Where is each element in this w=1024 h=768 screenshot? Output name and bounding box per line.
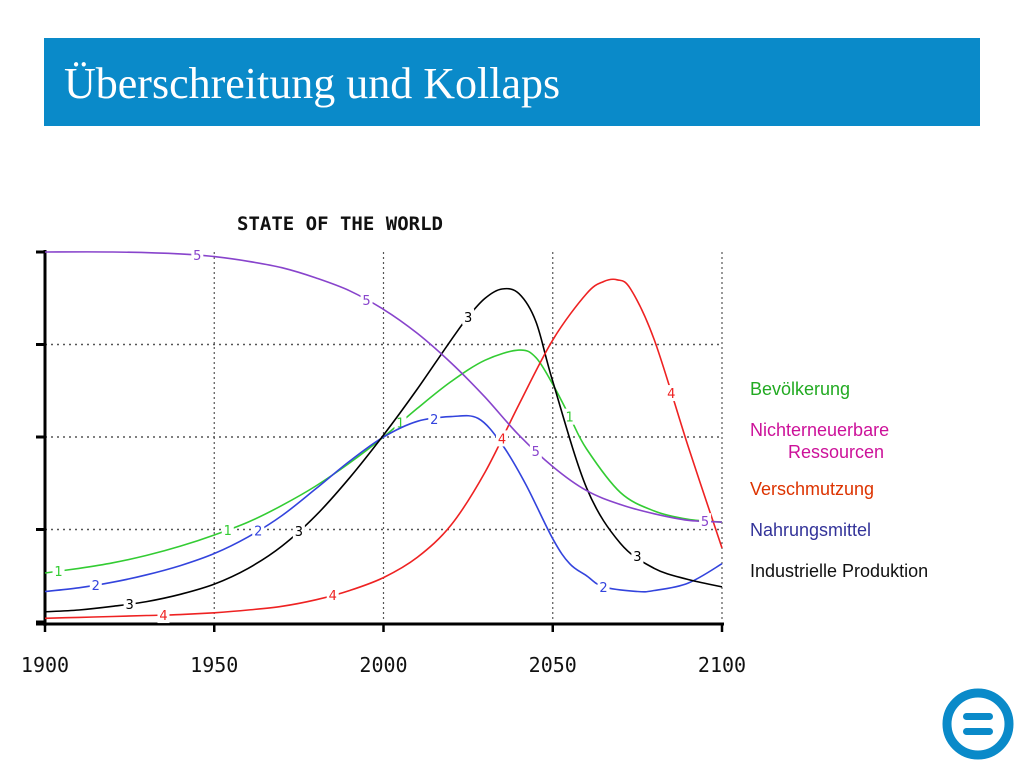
legend-label-population: Bevölkerung — [750, 379, 851, 399]
series-4-label-bg — [495, 430, 508, 447]
x-tick-label: 1950 — [190, 653, 238, 677]
series-2-label-bg — [252, 522, 265, 539]
title-bar: Überschreitung und Kollaps — [44, 38, 980, 126]
series-2-label: 2 — [599, 581, 607, 596]
series-2-label: 2 — [430, 413, 438, 428]
series-1-label-bg — [563, 408, 576, 425]
legend-item-pollution: Verschmutzung — [750, 478, 928, 500]
series-5-label-bg — [699, 513, 712, 530]
legend-label-pollution: Verschmutzung — [750, 479, 875, 499]
series-2-label: 2 — [92, 579, 100, 594]
legend-item-food: Nahrungsmittel — [750, 519, 928, 541]
series-5-label: 5 — [701, 515, 709, 530]
legend-label-food: Nahrungsmittel — [750, 520, 872, 540]
x-tick-label: 2050 — [529, 653, 577, 677]
series-4-label: 4 — [667, 387, 675, 402]
series-1-label: 1 — [224, 524, 232, 539]
series-1-label: 1 — [566, 411, 574, 426]
series-1-label: 1 — [54, 565, 62, 580]
series-4-label-bg — [326, 587, 339, 604]
series-3-label: 3 — [464, 311, 472, 326]
series-3-label: 3 — [633, 550, 641, 565]
slide-title: Überschreitung und Kollaps — [64, 59, 561, 108]
legend-label-resources-line1: Nichterneuerbare — [750, 420, 890, 440]
series-2-label-bg — [89, 577, 102, 593]
series-2-label-bg — [597, 578, 610, 595]
series-4-line — [44, 278, 723, 620]
chart-title: STATE OF THE WORLD — [237, 213, 443, 235]
x-tick-label: 1900 — [21, 653, 69, 677]
series-1-label: 1 — [396, 417, 404, 432]
series-5-line — [44, 251, 723, 523]
series-3-label-bg — [462, 308, 475, 325]
legend: Bevölkerung Nichterneuerbare Ressourcen … — [750, 378, 928, 601]
legend-item-population: Bevölkerung — [750, 378, 928, 400]
series-5-label-bg — [360, 292, 373, 309]
series-3-label-bg — [292, 522, 305, 539]
series-3-label-bg — [631, 547, 644, 564]
series-3-line — [44, 287, 723, 613]
series-5-label-bg — [529, 442, 542, 459]
series-1-label-bg — [221, 521, 234, 538]
series-3-label-bg — [123, 595, 136, 612]
x-tick-label: 2000 — [359, 653, 407, 677]
legend-label-resources-line2: Ressourcen — [788, 442, 885, 462]
series-3-label: 3 — [125, 598, 133, 613]
series-5-label: 5 — [362, 294, 370, 309]
series-4-label: 4 — [159, 609, 167, 624]
series-1-label-bg — [52, 563, 65, 580]
series-3-label: 3 — [295, 525, 303, 540]
legend-item-resources: Nichterneuerbare Ressourcen — [750, 419, 928, 463]
x-tick-label: 2100 — [698, 653, 746, 677]
series-1-line — [44, 349, 723, 574]
series-4-label: 4 — [329, 589, 337, 604]
series-4-label-bg — [157, 607, 170, 624]
series-5-label: 5 — [193, 249, 201, 264]
series-4-label-bg — [665, 385, 678, 402]
series-5-label-bg — [191, 247, 204, 264]
series-2-label-bg — [428, 410, 441, 427]
series-2-label: 2 — [254, 525, 262, 540]
legend-item-industrial-output: Industrielle Produktion — [750, 560, 928, 582]
equals-circle-icon — [942, 688, 1014, 760]
series-4-label: 4 — [498, 432, 506, 447]
legend-label-industrial-output: Industrielle Produktion — [750, 561, 929, 581]
series-5-label: 5 — [532, 445, 540, 460]
